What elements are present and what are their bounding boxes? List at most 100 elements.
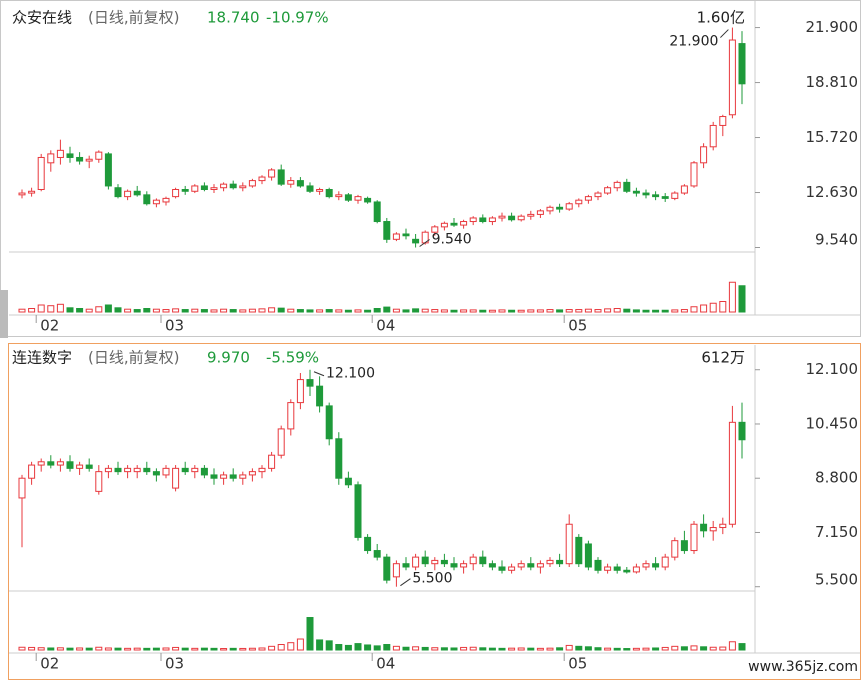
- candle-body: [344, 194, 352, 201]
- chart-mode: (日线,前复权): [88, 9, 179, 27]
- volume-bar: [536, 309, 544, 313]
- volume-bar: [210, 647, 218, 651]
- candle-body: [316, 385, 324, 407]
- low-arrow: [400, 578, 411, 587]
- volume-bar: [575, 309, 583, 313]
- side-tab[interactable]: [0, 290, 8, 338]
- candle-body: [613, 181, 621, 189]
- volume-bar: [76, 647, 84, 651]
- volume-bar: [162, 647, 170, 651]
- volume-bar: [383, 644, 391, 651]
- candle-body: [450, 222, 458, 226]
- candle-body: [498, 215, 506, 219]
- volume-bar: [76, 308, 84, 313]
- candle-body: [594, 559, 602, 571]
- volume-bar: [124, 308, 132, 313]
- x-tick-label: 05: [568, 655, 587, 673]
- candle-body: [584, 196, 592, 201]
- price-change: -10.97%: [266, 9, 329, 27]
- volume-bar: [239, 647, 247, 651]
- high-arrow: [720, 29, 729, 38]
- candle-body: [623, 181, 631, 192]
- volume-bar: [604, 308, 612, 313]
- volume-bar: [488, 309, 496, 313]
- candle-body: [488, 563, 496, 568]
- watermark: www.365jz.com: [748, 659, 858, 675]
- volume-bar: [28, 308, 36, 313]
- candle-body: [181, 189, 189, 192]
- volume-bar: [642, 647, 650, 651]
- candle-body: [354, 484, 362, 538]
- candle-body: [47, 153, 55, 164]
- volume-bar: [479, 647, 487, 651]
- candle-body: [210, 474, 218, 479]
- volume-bar: [728, 641, 736, 651]
- candle-body: [604, 187, 612, 194]
- candle-body: [277, 169, 285, 185]
- last-price: 18.740: [207, 9, 260, 27]
- candle-body: [200, 467, 208, 476]
- candle-body: [546, 206, 554, 212]
- candle-body: [325, 405, 333, 440]
- x-tick-label: 03: [165, 655, 184, 673]
- volume-bar: [114, 647, 122, 651]
- volume-bar: [680, 646, 688, 651]
- candle-body: [191, 185, 199, 192]
- candle-body: [143, 467, 151, 473]
- volume-bar: [287, 308, 295, 313]
- volume-bar: [469, 309, 477, 313]
- volume-bar: [383, 306, 391, 313]
- x-tick-label: 02: [40, 655, 59, 673]
- candle-body: [469, 217, 477, 223]
- volume-bar: [584, 646, 592, 651]
- candle-body: [488, 217, 496, 223]
- volume-bar: [632, 647, 640, 651]
- volume-bar: [104, 647, 112, 651]
- volume-bar: [719, 646, 727, 651]
- candle-body: [373, 201, 381, 223]
- candle-body: [162, 467, 170, 476]
- y-tick-label: 7.150: [815, 523, 858, 541]
- candle-body: [508, 215, 516, 221]
- candle-body: [392, 563, 400, 578]
- volume-bar: [508, 647, 516, 651]
- volume-bar: [191, 647, 199, 651]
- candle-body: [632, 566, 640, 573]
- candle-body: [700, 146, 708, 164]
- volume-bar: [412, 308, 420, 313]
- volume-bar: [392, 645, 400, 651]
- volume-bar: [268, 307, 276, 313]
- volume-bar: [565, 644, 573, 651]
- candle-body: [364, 197, 372, 203]
- candle-body: [56, 461, 64, 466]
- y-tick-label: 10.450: [806, 414, 859, 432]
- volume-bar: [517, 647, 525, 651]
- candle-body: [364, 536, 372, 552]
- volume-bar: [325, 640, 333, 651]
- volume-bar: [373, 645, 381, 651]
- volume-label: 612万: [701, 349, 745, 367]
- candle-body: [728, 421, 736, 525]
- volume-bar: [181, 309, 189, 313]
- volume-bar: [450, 647, 458, 651]
- stock-name: 众安在线: [12, 9, 72, 27]
- y-tick-label: 21.900: [806, 18, 859, 36]
- panel-frame-selected[interactable]: [8, 343, 861, 680]
- volume-bar: [210, 309, 218, 313]
- volume-bar: [104, 304, 112, 313]
- candle-body: [431, 226, 439, 233]
- volume-bar: [536, 647, 544, 651]
- volume-bar: [460, 646, 468, 651]
- volume-bar: [220, 648, 228, 651]
- candle-body: [604, 566, 612, 571]
- y-tick-label: 15.720: [806, 128, 859, 146]
- high-annotation: 21.900: [669, 34, 718, 50]
- candle-body: [239, 185, 247, 189]
- candle-body: [104, 467, 112, 473]
- candle-body: [738, 43, 746, 85]
- volume-bar: [124, 647, 132, 651]
- volume-bar: [47, 647, 55, 651]
- volume-bar: [133, 647, 141, 651]
- volume-bar: [460, 309, 468, 313]
- volume-bar: [277, 307, 285, 313]
